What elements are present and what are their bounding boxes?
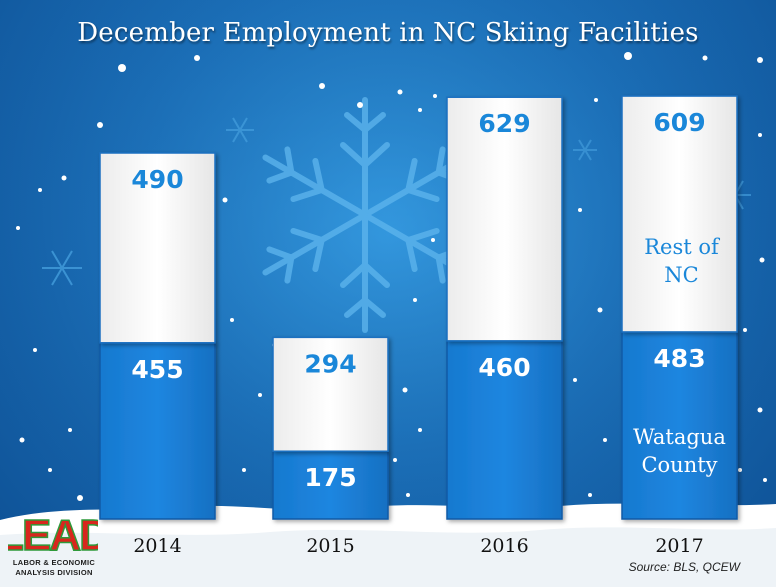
data-label-2014-watagua-county: 455 (131, 355, 183, 384)
logo-line-1: LABOR & ECONOMIC (12, 558, 96, 567)
svg-text:LEAD: LEAD (8, 511, 98, 554)
bar-2016-watagua-county (446, 340, 563, 520)
chart-title: December Employment in NC Skiing Facilit… (77, 18, 699, 48)
x-tick-label-2014: 2014 (133, 535, 181, 557)
series-label-watagua-county: Watagua County (633, 425, 726, 477)
data-label-2015-rest-of-nc: 294 (304, 349, 356, 378)
lead-logo-letters: LEAD (8, 510, 98, 554)
series-label-rest-of-nc: Rest of NC (644, 235, 721, 287)
bar-2015-watagua-county (272, 450, 389, 520)
source-note: Source: BLS, QCEW (628, 560, 740, 574)
bar-2016-rest-of-nc (446, 96, 563, 342)
data-label-2015-watagua-county: 175 (304, 463, 356, 492)
data-label-2017-watagua-county: 483 (653, 344, 705, 373)
bar-2017-rest-of-nc (621, 95, 738, 333)
bar-2015-rest-of-nc (272, 336, 389, 452)
bar-2014-watagua-county (99, 342, 216, 520)
x-tick-label-2015: 2015 (306, 535, 354, 557)
x-tick-label-2017: 2017 (655, 535, 703, 557)
data-label-2014-rest-of-nc: 490 (131, 165, 183, 194)
bar-2014-rest-of-nc (99, 152, 216, 344)
bar-2017-watagua-county (621, 331, 738, 520)
data-label-2016-rest-of-nc: 629 (478, 109, 530, 138)
lead-logo: LEAD LABOR & ECONOMIC ANALYSIS DIVISION (6, 508, 102, 584)
data-label-2017-rest-of-nc: 609 (653, 108, 705, 137)
snowflake-icon (42, 250, 82, 286)
data-label-2016-watagua-county: 460 (478, 353, 530, 382)
snowflake-icon (254, 97, 475, 330)
snowflake-icon (226, 117, 254, 143)
x-tick-label-2016: 2016 (480, 535, 528, 557)
logo-line-2: ANALYSIS DIVISION (15, 568, 93, 577)
snowflake-icon (573, 139, 597, 161)
